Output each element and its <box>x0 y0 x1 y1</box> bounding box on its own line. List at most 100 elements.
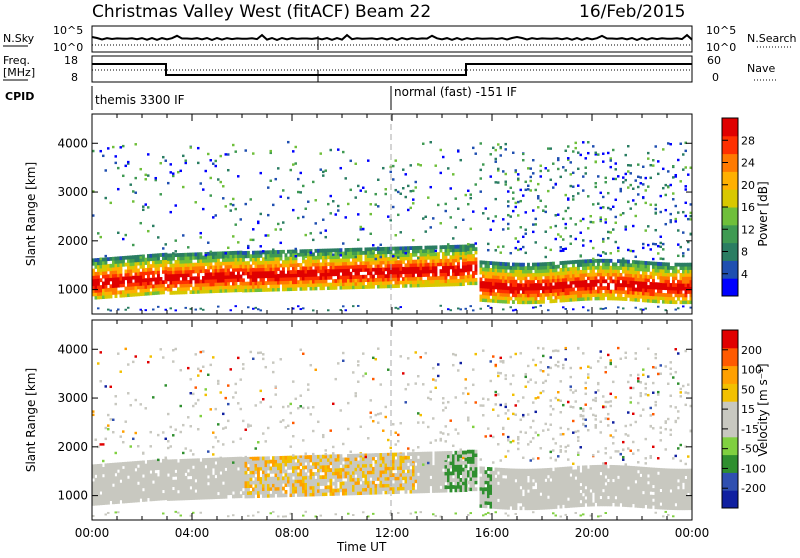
range-cell <box>192 462 195 466</box>
range-cell <box>350 474 353 478</box>
range-cell <box>200 462 203 464</box>
range-cell <box>405 196 408 198</box>
range-cell <box>197 280 200 284</box>
range-cell <box>295 162 298 164</box>
range-cell <box>282 270 285 274</box>
range-cell <box>485 271 488 275</box>
range-cell <box>680 280 683 284</box>
range-cell <box>122 476 125 480</box>
range-cell <box>320 276 323 280</box>
range-cell <box>312 256 315 260</box>
range-cell <box>587 227 590 229</box>
range-cell <box>625 263 628 267</box>
range-cell <box>132 472 135 476</box>
range-cell <box>157 487 160 491</box>
range-cell <box>600 293 603 297</box>
range-cell <box>117 263 120 267</box>
range-cell <box>327 468 330 472</box>
range-cell <box>275 477 278 481</box>
range-cell <box>180 291 183 295</box>
range-cell <box>160 348 163 350</box>
range-cell <box>517 173 520 175</box>
range-cell <box>292 486 295 490</box>
range-cell <box>212 216 215 218</box>
range-cell <box>247 484 250 488</box>
range-cell <box>352 468 355 472</box>
range-cell <box>322 279 325 283</box>
range-cell <box>662 276 665 280</box>
range-cell <box>560 292 563 296</box>
range-cell <box>322 262 325 266</box>
range-cell <box>222 485 225 489</box>
range-cell <box>112 463 115 467</box>
range-cell <box>220 468 223 472</box>
range-cell <box>172 463 175 467</box>
range-cell <box>227 275 230 279</box>
range-cell <box>272 456 275 460</box>
range-cell <box>370 203 373 205</box>
range-cell <box>580 284 583 288</box>
range-cell <box>510 280 513 284</box>
range-cell <box>660 246 663 248</box>
range-cell <box>122 290 125 294</box>
range-cell <box>665 194 668 196</box>
range-cell <box>237 268 240 272</box>
range-cell <box>667 290 670 294</box>
range-cell <box>307 489 310 493</box>
range-cell <box>187 460 190 462</box>
range-cell <box>247 282 250 286</box>
range-cell <box>350 275 353 279</box>
range-cell <box>387 257 390 261</box>
range-cell <box>600 220 603 222</box>
range-cell <box>430 263 433 267</box>
range-cell <box>465 258 468 262</box>
range-cell <box>315 455 318 459</box>
range-cell <box>285 284 288 288</box>
range-cell <box>332 200 335 202</box>
range-cell <box>335 259 338 263</box>
range-cell <box>347 279 350 283</box>
range-cell <box>165 260 168 264</box>
range-cell <box>145 174 148 176</box>
range-cell <box>150 431 153 433</box>
range-cell <box>367 278 370 282</box>
range-cell <box>217 440 220 442</box>
range-cell <box>515 290 518 294</box>
range-cell <box>352 485 355 489</box>
range-cell <box>165 243 168 245</box>
range-cell <box>175 428 178 430</box>
range-cell <box>197 259 200 263</box>
range-cell <box>142 498 145 502</box>
range-cell <box>360 285 363 289</box>
range-cell <box>592 266 595 270</box>
range-cell <box>295 255 298 257</box>
range-cell <box>162 284 165 288</box>
range-cell <box>455 276 458 280</box>
range-cell <box>190 469 193 473</box>
range-cell <box>160 284 163 288</box>
range-cell <box>110 466 113 470</box>
range-cell <box>462 269 465 273</box>
range-cell <box>95 282 98 286</box>
range-cell <box>512 269 515 273</box>
range-cell <box>155 494 158 498</box>
range-cell <box>205 492 208 496</box>
range-cell <box>217 468 220 472</box>
range-cell <box>185 280 188 284</box>
range-cell <box>522 297 525 301</box>
range-cell <box>312 252 315 256</box>
range-cell <box>377 413 380 415</box>
range-cell <box>247 467 250 471</box>
range-cell <box>512 290 515 294</box>
range-cell <box>295 270 298 274</box>
range-cell <box>502 262 505 266</box>
range-cell <box>610 297 613 301</box>
range-cell <box>227 464 230 468</box>
range-cell <box>600 276 603 280</box>
range-cell <box>525 297 528 301</box>
range-cell <box>305 489 308 493</box>
range-cell <box>372 477 375 481</box>
range-cell <box>257 251 260 255</box>
range-cell <box>260 288 263 292</box>
range-cell <box>102 467 105 471</box>
